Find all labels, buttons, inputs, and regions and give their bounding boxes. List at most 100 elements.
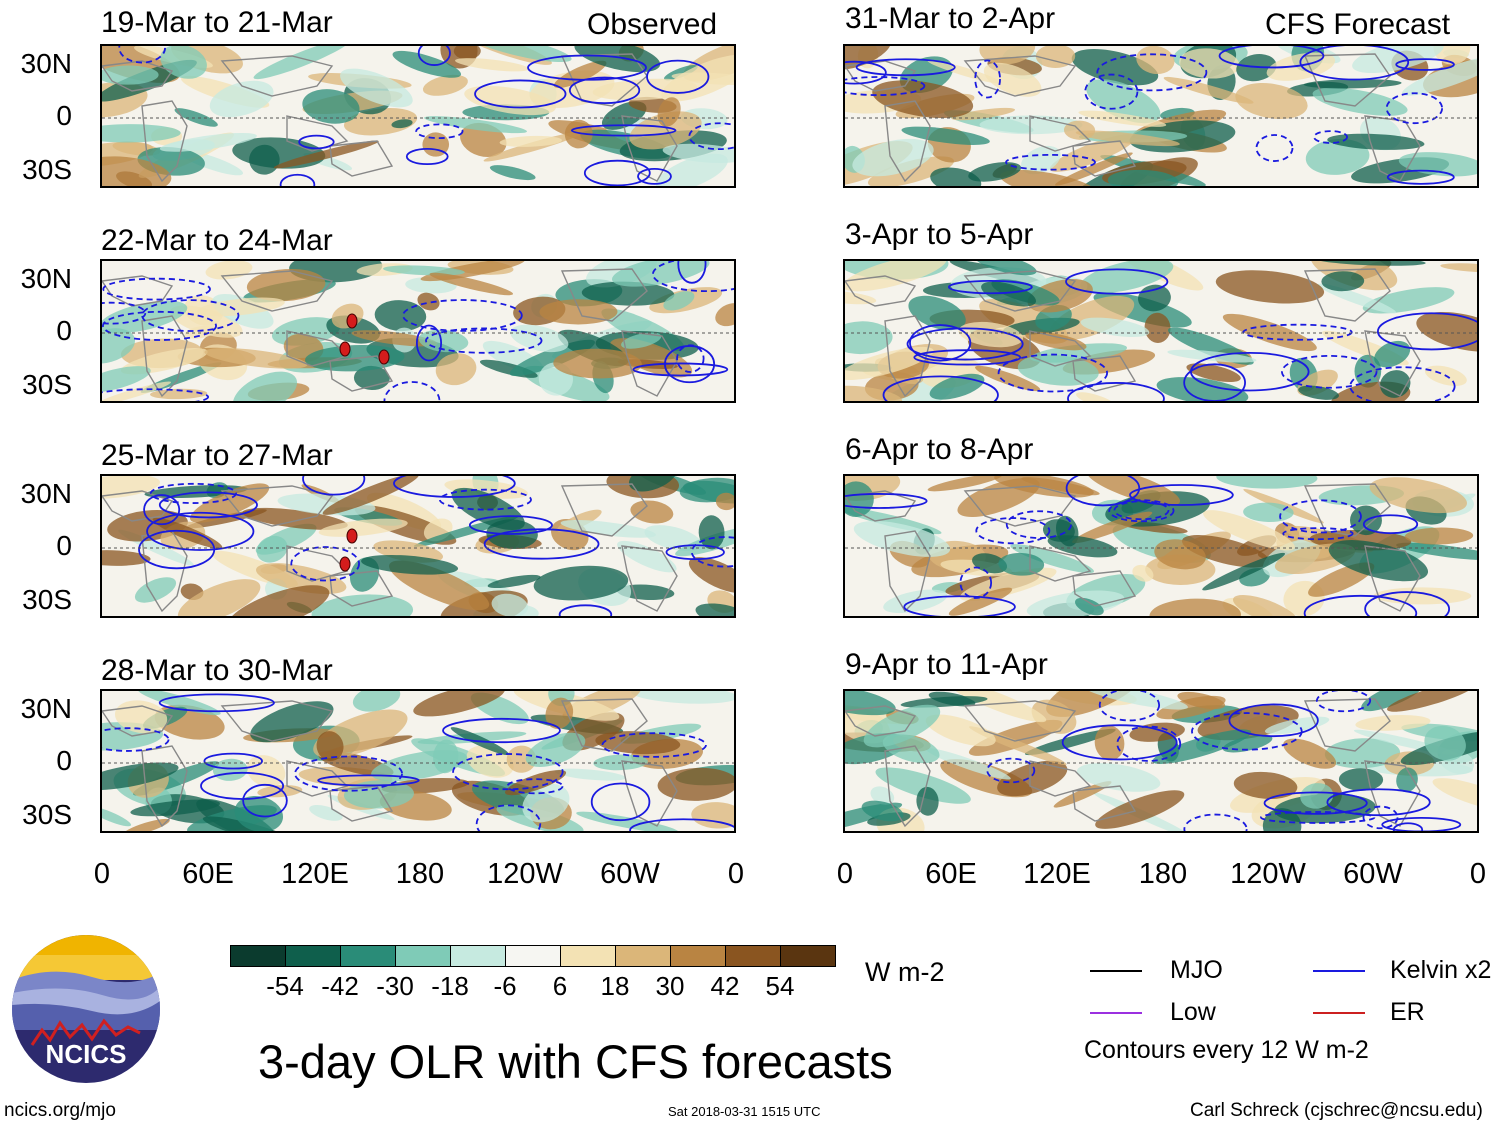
olr-anomaly-shade [417, 292, 440, 311]
olr-anomaly-shade [1235, 83, 1308, 119]
coastline [1072, 355, 1137, 392]
olr-anomaly-shade [424, 116, 527, 134]
kelvin-contour [845, 493, 928, 509]
coastline [845, 490, 917, 522]
olr-anomaly-shade [1266, 52, 1336, 81]
olr-anomaly-shade [137, 691, 221, 716]
kelvin-contour [975, 517, 1051, 545]
olr-anomaly-shade [1149, 598, 1242, 616]
olr-anomaly-shade [1216, 476, 1318, 489]
kelvin-contour [143, 494, 181, 526]
olr-anomaly-shade [1136, 46, 1175, 75]
kelvin-contour [158, 693, 275, 713]
kelvin-contour [1191, 712, 1303, 751]
map-canvas [102, 261, 734, 401]
coastline [621, 330, 678, 397]
colorbar-label: 18 [600, 971, 630, 1001]
olr-anomaly-shade [621, 332, 662, 349]
coastline [560, 483, 648, 537]
olr-anomaly-shade [1432, 778, 1477, 812]
olr-anomaly-shade [1017, 354, 1099, 386]
olr-anomaly-shade [612, 261, 710, 287]
y-label-eq: 0 [56, 315, 72, 346]
kelvin-contour [677, 261, 707, 284]
olr-anomaly-shade [383, 265, 465, 276]
map-canvas [102, 476, 734, 616]
x-label: 0 [1469, 858, 1487, 890]
panel-title: 22-Mar to 24-Mar [101, 224, 333, 257]
olr-anomaly-shade [1305, 138, 1370, 175]
x-label: 0 [836, 858, 854, 890]
kelvin-contour [200, 771, 285, 800]
olr-anomaly-shade [102, 124, 181, 143]
olr-anomaly-shade [867, 156, 954, 186]
olr-anomaly-shade [1440, 263, 1477, 273]
olr-map-panel [843, 259, 1479, 403]
kelvin-contour [1282, 527, 1354, 541]
coastline [1303, 483, 1391, 537]
olr-anomaly-shade [1035, 46, 1076, 68]
olr-anomaly-shade [908, 295, 966, 331]
olr-anomaly-shade [644, 525, 702, 551]
olr-anomaly-shade [340, 68, 413, 108]
olr-anomaly-shade [853, 520, 951, 557]
olr-anomaly-shade [1338, 768, 1384, 791]
kelvin-contour [1364, 591, 1451, 616]
olr-anomaly-shade [102, 806, 132, 827]
kelvin-contour [590, 782, 651, 822]
olr-anomaly-shade [1352, 46, 1444, 74]
olr-anomaly-shade [227, 585, 330, 616]
x-label: 60W [600, 858, 660, 890]
x-label: 180 [395, 858, 445, 890]
kelvin-contour [909, 324, 972, 362]
olr-anomaly-shade [927, 476, 1002, 492]
kelvin-contour [690, 536, 734, 568]
kelvin-contour [442, 717, 561, 744]
olr-anomaly-shade [1203, 510, 1295, 551]
olr-anomaly-shade [152, 517, 223, 549]
olr-anomaly-shade [1049, 134, 1136, 172]
olr-anomaly-shade [102, 762, 179, 791]
olr-anomaly-shade [1303, 79, 1402, 89]
olr-anomaly-shade [1424, 725, 1466, 761]
kelvin-contour [102, 301, 147, 325]
olr-anomaly-shade [901, 126, 990, 145]
olr-anomaly-shade [595, 731, 681, 755]
olr-anomaly-shade [1262, 808, 1302, 831]
colorbar-cell [615, 945, 671, 967]
kelvin-contour [663, 345, 716, 384]
olr-anomaly-shade [209, 80, 274, 118]
kelvin-contour [425, 327, 543, 354]
kelvin-contour [1005, 510, 1072, 539]
legend-label-er: ER [1390, 998, 1425, 1026]
olr-anomaly-shade [1179, 48, 1240, 79]
kelvin-contour [845, 60, 887, 85]
olr-anomaly-shade [947, 691, 1047, 723]
olr-map-panel [100, 689, 736, 833]
coastline [884, 315, 931, 398]
olr-anomaly-shade [1156, 377, 1249, 401]
olr-anomaly-shade [1222, 313, 1317, 352]
olr-anomaly-shade [467, 46, 572, 63]
kelvin-contour [290, 546, 360, 582]
olr-anomaly-shade [998, 552, 1045, 576]
olr-anomaly-shade [994, 476, 1094, 498]
olr-anomaly-shade [130, 799, 220, 817]
kelvin-contour [570, 124, 677, 137]
colorbar-cell [285, 945, 341, 967]
coastline [884, 745, 931, 828]
olr-anomaly-shade [533, 565, 629, 601]
coastline [560, 53, 648, 107]
coastline [102, 60, 174, 92]
kelvin-contour [1228, 703, 1319, 738]
colorbar-label: -18 [431, 971, 469, 1001]
contour-note: Contours every 12 W m-2 [1084, 1036, 1369, 1064]
olr-anomaly-shade [273, 140, 379, 169]
olr-anomaly-shade [102, 366, 151, 393]
olr-anomaly-shade [1029, 343, 1128, 363]
kelvin-contour [1315, 691, 1372, 713]
olr-anomaly-shade [1152, 729, 1252, 764]
olr-anomaly-shade [1396, 767, 1418, 793]
olr-anomaly-shade [1071, 511, 1153, 544]
olr-anomaly-shade [361, 554, 459, 575]
